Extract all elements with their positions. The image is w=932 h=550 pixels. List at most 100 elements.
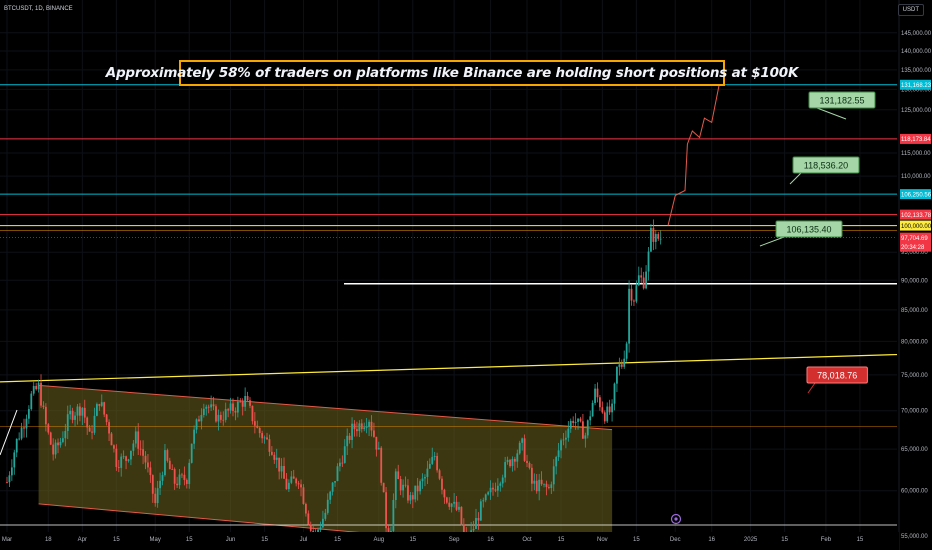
price-axis [899, 0, 932, 550]
candle-body [363, 427, 366, 429]
candle-body [280, 465, 283, 472]
candle-body [513, 458, 516, 462]
candle-body [424, 476, 426, 479]
candle-body [253, 421, 256, 426]
candle-body [511, 458, 514, 467]
candle-body [224, 409, 227, 420]
candle-body [428, 463, 431, 469]
candle-body [402, 484, 404, 491]
candle-body [547, 487, 550, 488]
x-tick-label: Sep [449, 537, 460, 543]
candle-body [438, 470, 441, 479]
callout-label: 106,135.40 [786, 225, 831, 235]
candle-body [526, 460, 528, 463]
x-tick-label: 15 [409, 537, 416, 543]
x-tick-label: May [150, 537, 161, 543]
candle-body [647, 251, 650, 272]
y-tick-label: 65,000.00 [901, 447, 928, 453]
candle-body [462, 524, 465, 534]
candle-body [304, 503, 307, 514]
candles [6, 219, 662, 550]
candle-body [557, 450, 560, 458]
y-tick-label: 70,000.00 [901, 409, 928, 415]
candle-body [66, 414, 69, 432]
candle-body [652, 227, 655, 242]
candle-body [358, 423, 361, 432]
candle-body [103, 402, 106, 415]
candle-body [394, 471, 397, 500]
candle-body [458, 506, 460, 510]
candle-body [567, 428, 570, 438]
candle-body [499, 483, 502, 486]
candle-body [71, 410, 74, 420]
callout-label: 78,018.76 [817, 371, 857, 381]
candle-body [236, 401, 239, 413]
candle-body [445, 497, 448, 503]
x-tick-label: Apr [78, 537, 87, 543]
x-tick-label: 15 [261, 537, 268, 543]
candle-body [426, 468, 429, 477]
candle-body [385, 492, 387, 529]
candle-body [261, 433, 264, 439]
candle-body [110, 433, 113, 446]
candle-body [351, 423, 353, 440]
candle-body [241, 401, 244, 407]
candle-body [411, 495, 414, 500]
symbol-title: BTCUSDT, 1D, BINANCE [4, 6, 73, 12]
candle-body [455, 501, 458, 510]
candle-body [555, 457, 558, 467]
candle-body [42, 405, 45, 407]
candle-body [195, 419, 198, 430]
candle-body [251, 405, 254, 422]
candle-body [256, 425, 259, 428]
candle-body [144, 455, 147, 463]
candle-body [324, 512, 327, 519]
candle-body [654, 234, 657, 242]
candle-body [164, 450, 166, 476]
candle-body [15, 438, 18, 453]
candle-body [120, 456, 123, 468]
candle-body [96, 404, 98, 416]
price-tag-label: 131,168.23 [901, 83, 932, 89]
candle-body [331, 482, 334, 492]
candle-body [601, 407, 604, 413]
candle-body [635, 285, 638, 302]
candle-body [49, 432, 52, 445]
x-tick-label: 2025 [744, 537, 758, 543]
candle-body [421, 478, 424, 482]
price-tag-bg [900, 79, 931, 90]
candle-body [552, 466, 555, 485]
candle-body [618, 364, 621, 367]
callout-box [792, 156, 860, 174]
candle-body [603, 412, 606, 422]
price-level-tag: 97,704.69 20:34:28 [900, 232, 931, 252]
currency-unit-button[interactable]: USDT [897, 4, 924, 16]
candle-body [630, 288, 633, 301]
candle-body [368, 421, 370, 428]
candle-body [6, 482, 8, 483]
candle-body [161, 475, 164, 481]
candle-body [657, 234, 660, 239]
x-tick-label: 15 [334, 537, 341, 543]
y-tick-label: 110,000.00 [901, 174, 931, 180]
candle-body [533, 480, 536, 484]
candle-body [219, 414, 222, 420]
candle-body [509, 459, 511, 467]
candle-body [35, 385, 38, 390]
candle-body [122, 456, 125, 458]
candle-body [518, 442, 521, 454]
candle-body [205, 406, 208, 409]
candle-body [596, 388, 599, 398]
candle-body [377, 447, 380, 450]
candle-body [392, 499, 395, 531]
candle-body [113, 445, 115, 449]
candle-body [637, 275, 640, 286]
candle-body [10, 467, 13, 476]
candle-body [127, 459, 130, 461]
y-tick-label: 145,000.00 [901, 31, 932, 37]
candle-body [258, 427, 261, 434]
price-callout: 118,536.20 [789, 156, 860, 185]
candle-body [290, 476, 293, 483]
candle-body [482, 500, 485, 502]
